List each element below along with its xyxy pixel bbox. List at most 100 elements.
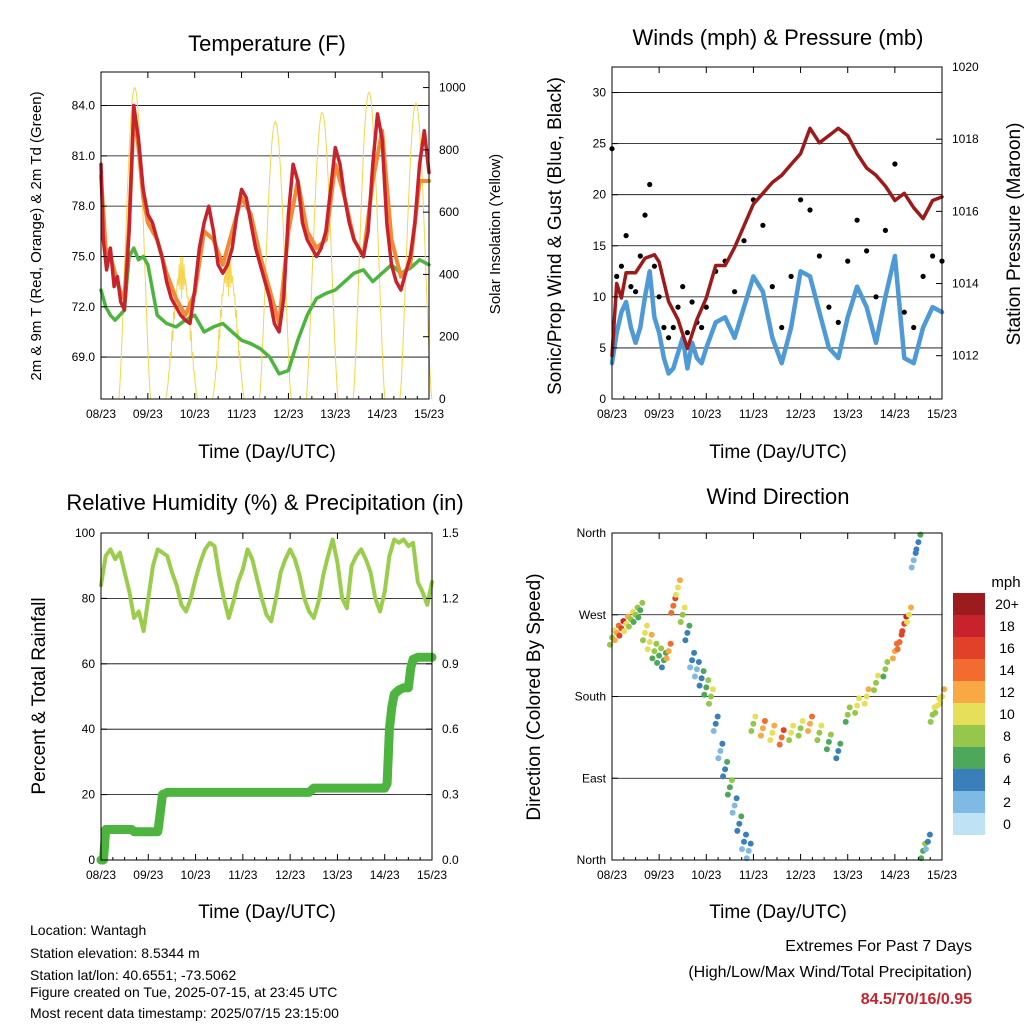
x-tick-label: 12/23 (786, 868, 816, 882)
direction-point (646, 639, 653, 645)
gust-point (930, 253, 936, 259)
gust-point (703, 304, 709, 310)
direction-point (701, 691, 708, 698)
winds-marks (609, 92, 945, 376)
direction-point (908, 604, 914, 611)
y2-tick-label: 800 (439, 143, 459, 157)
direction-point (677, 619, 684, 625)
direction-point (649, 655, 656, 662)
direction-point (757, 732, 764, 739)
info-elevation: Station elevation: 8.5344 m (30, 945, 200, 961)
direction-point (726, 784, 733, 791)
solar-curve (212, 253, 245, 400)
gust-point (675, 304, 681, 310)
direction-point (700, 668, 707, 675)
direction-point (846, 704, 853, 711)
direction-point (767, 737, 774, 744)
legend-swatch (953, 593, 985, 615)
direction-point (795, 732, 802, 739)
direction-point (778, 734, 785, 741)
direction-point (719, 740, 726, 747)
y-tick-label: 80 (82, 591, 96, 605)
gust-point (637, 253, 643, 259)
legend-swatch (953, 791, 985, 813)
direction-point (621, 628, 628, 635)
direction-point (913, 546, 920, 553)
gust-point (807, 207, 813, 213)
x-tick-label: 09/23 (644, 868, 674, 882)
legend-label: 14 (999, 662, 1015, 678)
pressure-y2label: Station Pressure (Maroon) (1004, 123, 1024, 346)
extremes-block: Extremes For Past 7 Days (High/Low/Max W… (688, 938, 972, 1008)
y-tick-label: 69.0 (72, 350, 96, 364)
y-tick-label: East (582, 771, 607, 785)
direction-point (693, 666, 700, 673)
y2-tick-label: 400 (439, 267, 459, 281)
direction-point (932, 709, 939, 716)
direction-point (894, 646, 901, 653)
extremes-subtitle: (High/Low/Max Wind/Total Precipitation) (688, 964, 972, 981)
direction-point (695, 659, 702, 665)
y-tick-label: 25 (593, 137, 607, 151)
gust-point (680, 284, 686, 290)
solar-curve (165, 256, 198, 400)
direction-point (637, 607, 644, 614)
x-tick-label: 14/23 (367, 407, 397, 421)
x-tick-label: 12/23 (273, 407, 303, 421)
direction-point (827, 731, 834, 738)
x-tick-label: 10/23 (691, 868, 721, 882)
gust-point (623, 233, 629, 239)
y2-tick-label: 200 (439, 330, 459, 344)
gust-point (651, 263, 658, 269)
direction-point (835, 748, 842, 754)
legend-label: 16 (999, 640, 1015, 656)
direction-point (611, 637, 618, 644)
wind-direction-ylabel: Direction (Colored By Speed) (524, 573, 545, 820)
info-created: Figure created on Tue, 2025-07-15, at 23… (30, 984, 337, 1000)
y-tick-label: 84.0 (72, 99, 96, 113)
legend-swatch (953, 703, 985, 725)
y2-tick-label: 0.9 (442, 657, 459, 671)
station-info: Location: Wantagh Station elevation: 8.5… (30, 922, 339, 1021)
solar-curve (352, 91, 386, 400)
direction-point (752, 713, 759, 720)
direction-point (658, 664, 665, 671)
direction-point (814, 737, 821, 744)
legend-label: 2 (1003, 794, 1011, 810)
direction-point (714, 713, 721, 720)
direction-point (837, 740, 844, 747)
x-tick-label: 13/23 (322, 868, 352, 882)
gust-point (845, 258, 851, 264)
gust-point (699, 324, 705, 331)
direction-point (743, 831, 749, 838)
humidity-panel: Relative Humidity (%) & Precipitation (i… (29, 490, 464, 923)
temperature-marks (99, 86, 433, 400)
direction-point (852, 709, 859, 716)
direction-point (865, 686, 872, 693)
direction-point (818, 722, 825, 729)
gust-point (882, 227, 889, 233)
x-tick-label: 15/23 (927, 868, 957, 882)
pressure-line (610, 126, 944, 358)
solar-y2label: Solar Insolation (Yellow) (487, 154, 504, 314)
y2-tick-label: 1.2 (442, 591, 459, 605)
direction-point (926, 831, 933, 838)
direction-point (884, 659, 891, 665)
winds-xlabel: Time (Day/UTC) (709, 442, 847, 463)
direction-point (724, 758, 731, 765)
direction-point (642, 629, 648, 636)
direction-point (691, 673, 698, 680)
direction-point (873, 679, 879, 686)
direction-point (729, 809, 736, 816)
legend-label: 6 (1003, 750, 1011, 766)
direction-point (875, 672, 881, 679)
y-tick-label: 81.0 (72, 149, 96, 163)
direction-point (728, 777, 735, 784)
gust-point (760, 222, 766, 228)
temperature-ylabel: 2m & 9m T (Red, Orange) & 2m Td (Green) (28, 91, 45, 380)
temperature-title: Temperature (F) (188, 31, 346, 56)
direction-point (896, 639, 903, 645)
gust-point (854, 217, 860, 223)
y2-tick-label: 1012 (952, 349, 979, 363)
direction-point (670, 602, 677, 609)
